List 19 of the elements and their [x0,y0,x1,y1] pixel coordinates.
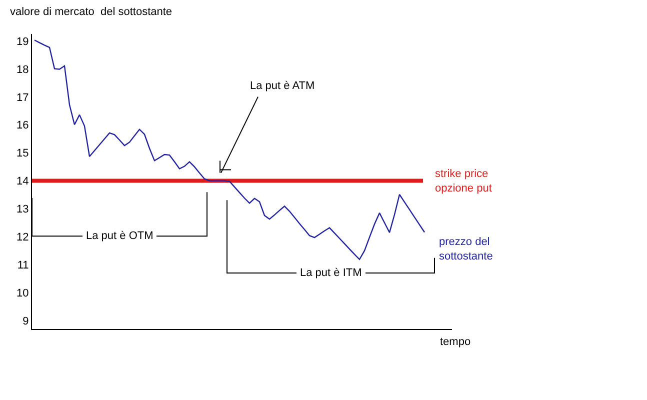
annotation: La put è ITM [300,267,362,279]
series-label: prezzo del sottostante [439,236,493,262]
y-tick-label: 15 [16,148,29,160]
x-axis-title: tempo [440,336,471,348]
ref-line-label: strike price opzione put [435,168,492,194]
y-axis-title: valore di mercato del sottostante [10,6,172,18]
annotation: La put è OTM [86,230,154,242]
y-tick-label: 12 [16,232,29,244]
y-tick-label: 10 [16,288,29,300]
line-series [34,40,426,260]
y-tick-label: 16 [16,120,29,132]
y-tick-label: 17 [16,92,29,104]
y-tick-label: 19 [16,36,29,48]
y-tick-label: 13 [16,204,29,216]
y-tick-label: 9 [22,315,29,328]
annotation: La put è ATM [250,80,315,92]
y-tick-label: 11 [17,260,29,272]
y-tick-label: 14 [16,176,29,188]
y-tick-label: 18 [16,64,29,76]
